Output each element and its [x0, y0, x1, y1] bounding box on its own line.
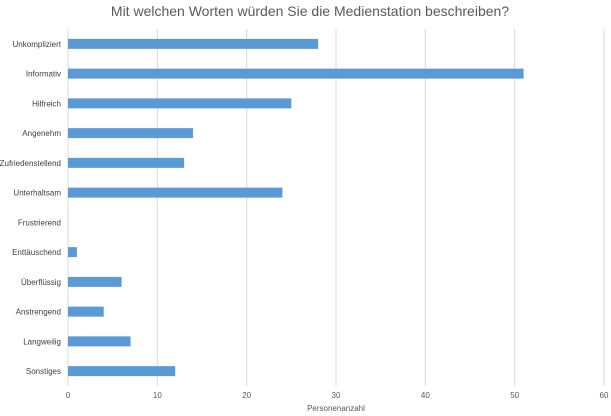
x-tick-label: 10 [153, 391, 162, 400]
x-tick-labels: 0 10 20 30 40 50 60 [66, 391, 609, 400]
category-label: Sonstiges [26, 367, 61, 376]
category-label: Angenehm [22, 129, 61, 138]
chart-title: Mit welchen Worten würden Sie die Medien… [111, 3, 509, 19]
bar-sonstiges [68, 366, 176, 377]
x-tick-label: 20 [242, 391, 251, 400]
bar-informativ [68, 68, 524, 79]
bar-layer [68, 38, 524, 377]
bar-angenehm [68, 128, 194, 139]
category-label: Enttäuschend [12, 248, 61, 257]
x-tick-label: 60 [600, 391, 609, 400]
x-tick-label: 30 [332, 391, 341, 400]
x-tick-label: 0 [66, 391, 71, 400]
category-label: Hilfreich [32, 99, 61, 108]
x-axis-title: Personenanzahl [307, 404, 365, 413]
category-label: Informativ [26, 70, 61, 79]
bar-zufriedenstellend [68, 157, 185, 168]
category-label: Anstrengend [16, 308, 61, 317]
category-label: Zufriedenstellend [0, 159, 61, 168]
x-tick-label: 40 [421, 391, 430, 400]
category-label: Unkompliziert [13, 40, 62, 49]
bar-unkompliziert [68, 38, 319, 49]
category-labels: Unkompliziert Informativ Hilfreich Angenehm… [0, 40, 62, 376]
bar-hilfreich [68, 98, 292, 109]
bar-überflüssig [68, 276, 122, 287]
category-label: Überflüssig [21, 278, 61, 287]
grid-layer [67, 29, 605, 386]
bar-langweilig [68, 336, 131, 347]
category-label: Unterhaltsam [13, 189, 61, 198]
category-label: Langweilig [23, 337, 61, 346]
bar-enttäuschend [68, 247, 77, 258]
category-label: Frustrierend [18, 218, 61, 227]
bar-anstrengend [68, 306, 104, 317]
x-tick-label: 50 [510, 391, 519, 400]
bar-unterhaltsam [68, 187, 283, 198]
